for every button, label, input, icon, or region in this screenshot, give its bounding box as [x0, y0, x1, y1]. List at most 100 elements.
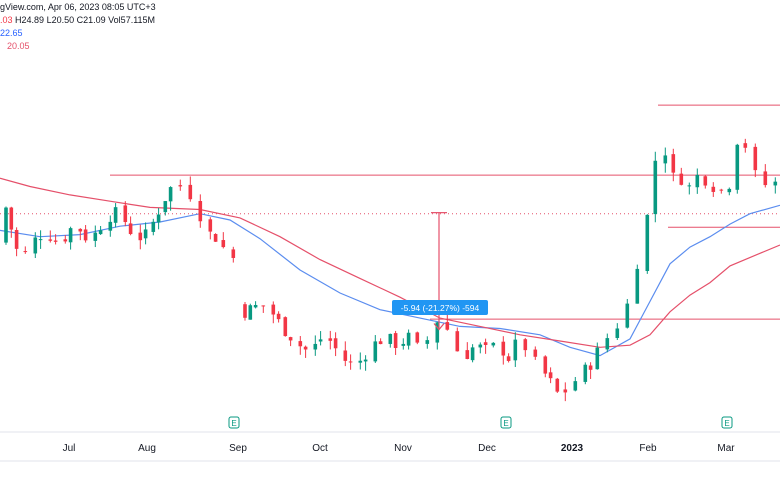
candle-body: [298, 341, 303, 347]
candle-body: [63, 239, 68, 242]
candle-body: [358, 360, 363, 363]
candle-body: [363, 359, 368, 362]
candle-body: [83, 229, 88, 241]
candle-body: [435, 322, 440, 343]
candle-body: [491, 342, 496, 346]
earnings-icon: [228, 416, 240, 429]
candle-body: [415, 332, 420, 343]
candle-body: [753, 146, 758, 171]
ma-slow-line: [0, 177, 780, 348]
candle-body: [719, 189, 724, 191]
candle-body: [687, 185, 692, 187]
candle-body: [156, 214, 161, 223]
ohlc-volume: Vol57.115M: [108, 15, 156, 25]
earnings-icon: [500, 416, 512, 429]
candle-body: [605, 338, 610, 350]
title-line: gView.com, Apr 06, 2023 08:05 UTC+3: [0, 2, 156, 12]
ohlc-legend: .03 H24.89 L20.50 C21.09 Vol57.115M: [0, 15, 155, 25]
candle-body: [163, 201, 168, 213]
ma-slow-value: 20.05: [7, 41, 30, 51]
candle-body: [113, 207, 118, 223]
ohlc-close: C21.09: [76, 15, 106, 25]
candle-body: [253, 304, 258, 308]
candle-body: [276, 313, 281, 320]
candle-body: [533, 349, 538, 357]
x-axis-label: Feb: [639, 443, 657, 454]
ma-fast-value: 22.65: [0, 28, 23, 38]
candle-body: [283, 317, 288, 337]
candle-body: [348, 361, 353, 363]
candle-body: [483, 342, 488, 345]
candle-body: [23, 251, 28, 253]
candle-body: [328, 338, 333, 341]
candle-body: [388, 333, 393, 344]
candle-body: [333, 338, 338, 349]
candle-body: [231, 249, 236, 258]
earnings-icon: [721, 416, 733, 429]
candle-body: [543, 356, 548, 374]
candle-body: [378, 341, 383, 345]
candle-body: [248, 305, 253, 320]
candle-body: [595, 347, 600, 370]
measure-arrow: [433, 323, 445, 331]
measure-label-box: [392, 300, 488, 315]
candle-body: [425, 340, 430, 344]
candle-body: [563, 389, 568, 393]
candle-body: [445, 322, 450, 330]
candle-body: [506, 356, 511, 361]
candle-body: [48, 239, 53, 241]
candle-body: [671, 154, 676, 173]
x-axis-label: Jul: [63, 443, 76, 454]
candle-body: [653, 160, 658, 215]
candle-body: [501, 341, 506, 356]
candle-body: [743, 143, 748, 148]
ohlc-open: .03: [0, 15, 13, 25]
candle-body: [711, 186, 716, 192]
candle-body: [198, 201, 203, 222]
candle-body: [53, 240, 58, 242]
candle-body: [313, 343, 318, 350]
candle-body: [33, 237, 38, 254]
candle-body: [470, 347, 475, 361]
candle-body: [703, 176, 708, 186]
ma-slow-legend: 20.05: [0, 41, 30, 51]
candle-body: [645, 214, 650, 272]
candle-body: [635, 268, 640, 304]
earnings-icon-label: E: [503, 419, 508, 428]
candle-body: [548, 372, 553, 379]
candle-body: [588, 365, 593, 370]
x-axis-label: Sep: [229, 443, 247, 454]
measure-label: -5.94 (-21.27%) -594: [401, 303, 480, 313]
earnings-icon-label: E: [724, 419, 729, 428]
candle-body: [221, 240, 226, 248]
ma-fast-legend: 22.65: [0, 28, 23, 38]
candle-body: [573, 381, 578, 391]
candle-body: [727, 188, 732, 193]
candle-body: [208, 219, 213, 232]
earnings-icon-label: E: [231, 419, 236, 428]
candle-body: [583, 364, 588, 382]
candle-body: [68, 228, 73, 243]
candle-body: [38, 239, 43, 241]
candle-body: [138, 232, 143, 241]
ma-fast-line: [0, 204, 780, 357]
candle-body: [523, 339, 528, 351]
candle-body: [213, 233, 218, 242]
candle-body: [478, 344, 483, 348]
candle-body: [401, 343, 406, 346]
candle-body: [663, 155, 668, 164]
candle-body: [14, 230, 19, 249]
candle-body: [178, 185, 183, 187]
candle-body: [151, 221, 156, 232]
candle-body: [143, 229, 148, 239]
candle-body: [695, 174, 700, 188]
candle-body: [773, 181, 778, 186]
candle-body: [4, 207, 8, 243]
candle-body: [465, 350, 470, 359]
candle-body: [271, 304, 276, 315]
x-axis-label: Nov: [394, 443, 412, 454]
candle-body: [343, 350, 348, 361]
candle-body: [188, 184, 193, 200]
candle-body: [625, 303, 630, 328]
